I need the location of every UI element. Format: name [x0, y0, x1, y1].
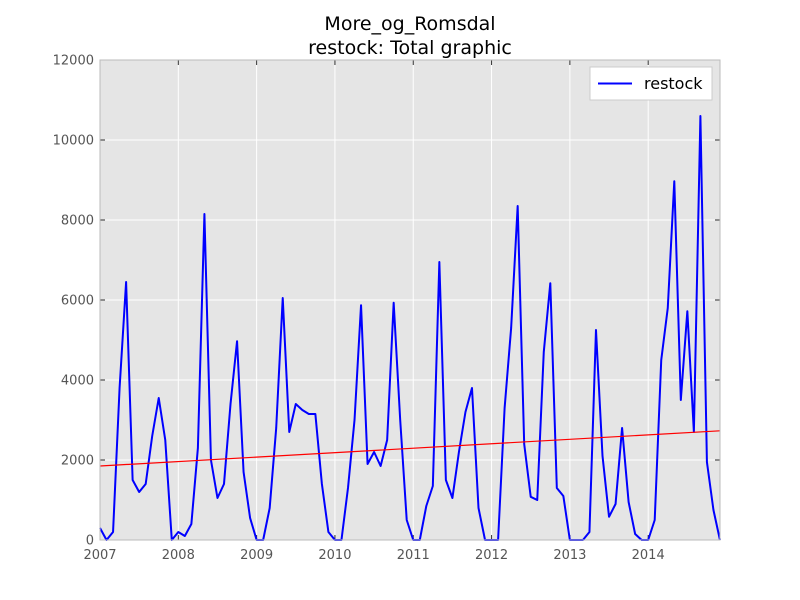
- x-tick-label-2007: 2007: [83, 548, 116, 563]
- x-tick-label-2013: 2013: [553, 548, 586, 563]
- legend: restock: [589, 66, 713, 101]
- y-tick-label-10000: 10000: [53, 134, 94, 149]
- y-tick-label-0: 0: [86, 534, 94, 549]
- trend-line: [99, 430, 721, 467]
- y-tick-label-8000: 8000: [61, 214, 94, 229]
- legend-label-restock: restock: [644, 74, 703, 93]
- y-tick-label-6000: 6000: [61, 294, 94, 309]
- x-tick-label-2014: 2014: [632, 548, 665, 563]
- y-tick-label-2000: 2000: [61, 454, 94, 469]
- y-tick-label-4000: 4000: [61, 374, 94, 389]
- x-tick-labels: 2007 2008 2009 2010 2011 2012 2013 2014: [83, 548, 664, 563]
- x-tick-label-2011: 2011: [397, 548, 430, 563]
- series-marks: [99, 115, 721, 541]
- series-line-restock: [99, 115, 721, 541]
- x-tick-label-2012: 2012: [475, 548, 508, 563]
- chart-title-line-2: restock: Total graphic: [308, 37, 512, 59]
- x-tick-label-2009: 2009: [240, 548, 273, 563]
- x-tick-label-2010: 2010: [318, 548, 351, 563]
- y-tick-labels: 0 2000 4000 6000 8000 10000 12000: [53, 54, 94, 549]
- x-tick-label-2008: 2008: [162, 548, 195, 563]
- chart-title-line-1: More_og_Romsdal: [324, 13, 495, 35]
- plot-frame: [99, 59, 721, 541]
- y-tick-label-12000: 12000: [53, 54, 94, 69]
